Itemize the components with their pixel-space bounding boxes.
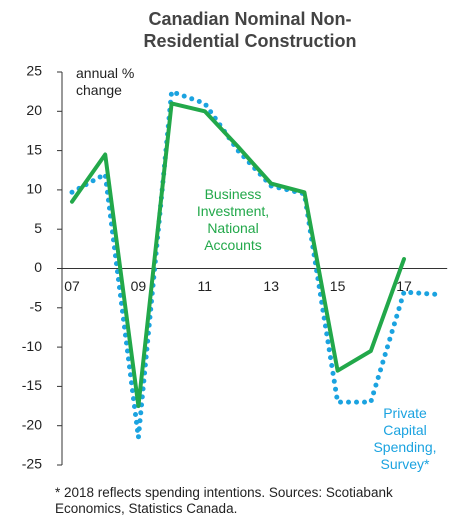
y-tick-label: -5 [30, 299, 43, 315]
x-tick-label: 07 [64, 278, 80, 294]
y-tick-label: 20 [26, 102, 42, 118]
y-tick-label: -15 [22, 377, 42, 393]
x-tick-label: 11 [198, 278, 213, 294]
x-tick-label: 17 [396, 278, 412, 294]
x-tick-label: 13 [263, 278, 279, 294]
x-tick-label: 15 [330, 278, 346, 294]
y-tick-label: 10 [26, 181, 42, 197]
chart-title: Canadian Nominal Non-Residential Constru… [143, 9, 357, 51]
x-tick-label: 09 [131, 278, 147, 294]
series-line [69, 89, 440, 440]
y-tick-label: 15 [26, 141, 42, 157]
y-tick-label: -10 [22, 338, 42, 354]
series-label: Business Investment, National Accounts [196, 186, 270, 253]
y-tick-label: 0 [34, 259, 42, 275]
y-tick-label: 25 [26, 63, 42, 79]
y-tick-label: -20 [22, 416, 42, 432]
y-tick-label: 5 [34, 220, 42, 236]
series-label: Private Capital Spending, Survey* [373, 405, 437, 472]
y-axis-label: annual % change [76, 65, 135, 98]
series-line [70, 101, 406, 409]
y-tick-label: -25 [22, 456, 42, 472]
footnote: * 2018 reflects spending intentions. Sou… [55, 485, 393, 516]
